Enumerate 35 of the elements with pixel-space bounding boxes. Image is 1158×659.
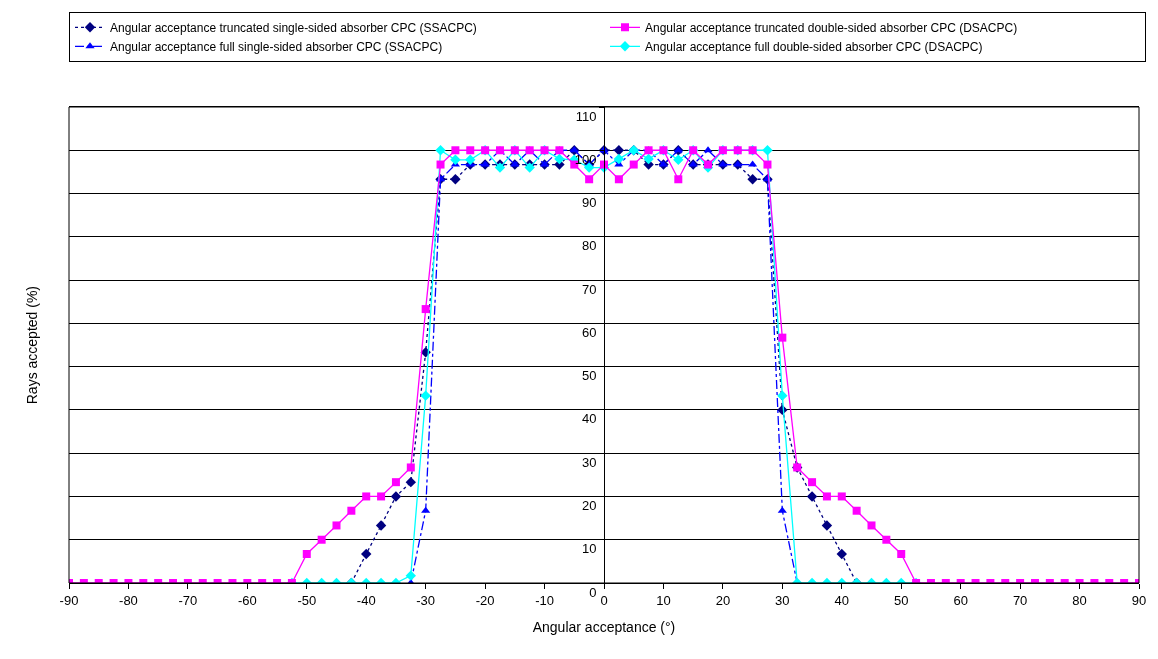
- y-axis-title: Rays accepted (%): [24, 285, 41, 405]
- x-axis-title: Angular acceptance (°): [532, 618, 676, 635]
- y-tick-label: 70: [581, 281, 597, 297]
- x-tick-label: -90: [59, 592, 79, 608]
- y-tick-label: 40: [581, 411, 597, 427]
- x-tick-label: 80: [1072, 592, 1087, 608]
- x-tick-label: -20: [475, 592, 495, 608]
- y-tick-label: 20: [581, 498, 597, 513]
- x-tick-label: 0: [600, 592, 608, 608]
- x-tick-label: -50: [297, 592, 317, 608]
- x-tick-label: -60: [237, 592, 257, 608]
- x-tick-label: 40: [834, 592, 850, 608]
- x-tick-label: 10: [656, 592, 671, 608]
- legend-label: Angular acceptance full double-sided absorber CPC (DSACPC): [645, 39, 983, 54]
- x-tick-label: 70: [1012, 592, 1028, 608]
- y-tick-label: 30: [581, 454, 597, 470]
- x-tick-label: -30: [416, 592, 436, 608]
- y-tick-label: 60: [581, 324, 597, 340]
- y-tick-label: 110: [575, 108, 597, 124]
- x-tick-label: 50: [893, 592, 909, 608]
- y-tick-label: 80: [581, 238, 597, 254]
- x-tick-label: 60: [953, 592, 968, 608]
- legend-label: Angular acceptance full single-sided absorber CPC (SSACPC): [110, 39, 443, 54]
- x-tick-label: -70: [178, 592, 198, 608]
- x-tick-label: -10: [535, 592, 554, 608]
- x-tick-label: 90: [1131, 592, 1147, 608]
- y-tick-label: 10: [581, 541, 597, 557]
- y-tick-label: 50: [581, 368, 597, 384]
- y-tick-label: 90: [581, 195, 597, 211]
- legend-label: Angular acceptance truncated single-sided absorber CPC (SSACPC): [110, 20, 477, 35]
- x-tick-label: -80: [119, 592, 138, 608]
- x-tick-label: 20: [715, 592, 731, 608]
- x-tick-label: -40: [356, 592, 376, 608]
- legend-label: Angular acceptance truncated double-sided absorber CPC (DSACPC): [645, 20, 1018, 35]
- x-tick-label: 30: [775, 592, 790, 608]
